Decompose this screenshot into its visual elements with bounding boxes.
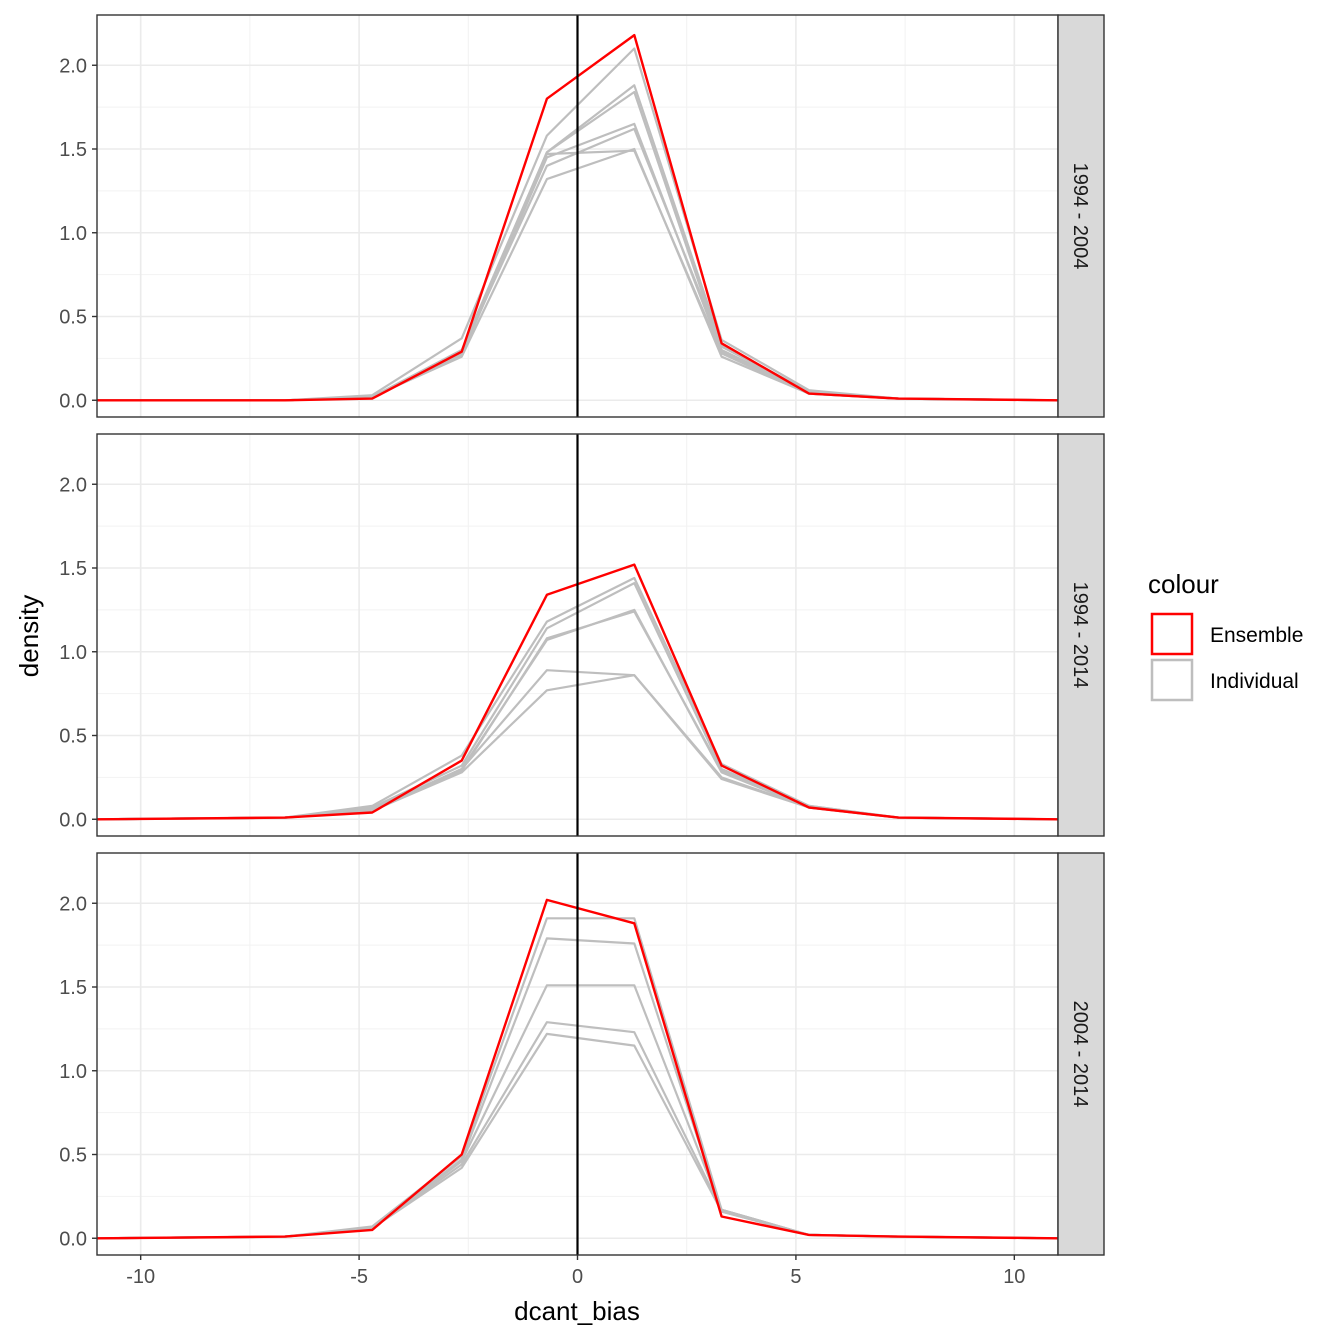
x-axis-title: dcant_bias: [514, 1296, 640, 1326]
legend-key-individual: [1150, 658, 1194, 702]
x-axis: -10 -5 0 5 10: [126, 1255, 1025, 1288]
x-tick-label: -5: [350, 1266, 368, 1288]
y-tick-label: 1.5: [59, 558, 87, 580]
legend-label-ensemble: Ensemble: [1210, 624, 1303, 647]
y-tick-label: 0.5: [59, 307, 87, 329]
ensemble-series-line: [97, 33, 1059, 402]
y-tick-label: 1.0: [59, 1061, 87, 1083]
x-tick-label: 5: [790, 1266, 801, 1288]
y-tick-label: 0.0: [59, 809, 87, 831]
y-tick-label: 0.0: [59, 390, 87, 412]
legend-key-ensemble: [1150, 612, 1194, 656]
y-tick-label: 1.5: [59, 977, 87, 999]
legend-label-individual: Individual: [1210, 670, 1299, 693]
y-tick-label: 2.0: [59, 474, 87, 496]
x-tick-label: 0: [572, 1266, 583, 1288]
legend: colour Ensemble Individual: [1148, 569, 1303, 702]
ensemble-series-line: [96, 563, 1059, 821]
ensemble-series-line: [96, 898, 1059, 1240]
y-tick-label: 1.0: [59, 223, 87, 245]
legend-item-ensemble: Ensemble: [1150, 612, 1303, 656]
legend-item-individual: Individual: [1150, 658, 1299, 702]
facet-strip-label: 1994 - 2004: [1069, 163, 1091, 270]
facet-strip: [1057, 14, 1105, 418]
y-tick-label: 1.0: [59, 642, 87, 664]
x-tick-label: -10: [126, 1266, 155, 1288]
y-tick-label: 2.0: [59, 893, 87, 915]
facet-strip: [1057, 433, 1105, 837]
facet-strip: [1057, 852, 1105, 1256]
panel-1: 0.0 0.5 1.0 1.5 2.0 1994 - 2004: [59, 14, 1105, 418]
panels: 0.0 0.5 1.0 1.5 2.0 1994 - 2004 0.0 0.5 1.0 1.5 2.…: [59, 14, 1105, 1256]
y-tick-label: 0.5: [59, 1145, 87, 1167]
y-tick-label: 1.5: [59, 139, 87, 161]
facet-strip-label: 1994 - 2014: [1069, 582, 1091, 689]
panel-2: 0.0 0.5 1.0 1.5 2.0 1994 - 2014: [59, 433, 1105, 837]
y-axis-title: density: [14, 595, 44, 677]
facet-strip-label: 2004 - 2014: [1069, 1001, 1091, 1108]
panel-3: 0.0 0.5 1.0 1.5 2.0 2004 - 2014: [59, 852, 1105, 1256]
legend-title: colour: [1148, 569, 1219, 599]
y-tick-label: 0.0: [59, 1228, 87, 1250]
y-tick-label: 2.0: [59, 55, 87, 77]
y-tick-label: 0.5: [59, 726, 87, 748]
x-tick-label: 10: [1003, 1266, 1025, 1288]
